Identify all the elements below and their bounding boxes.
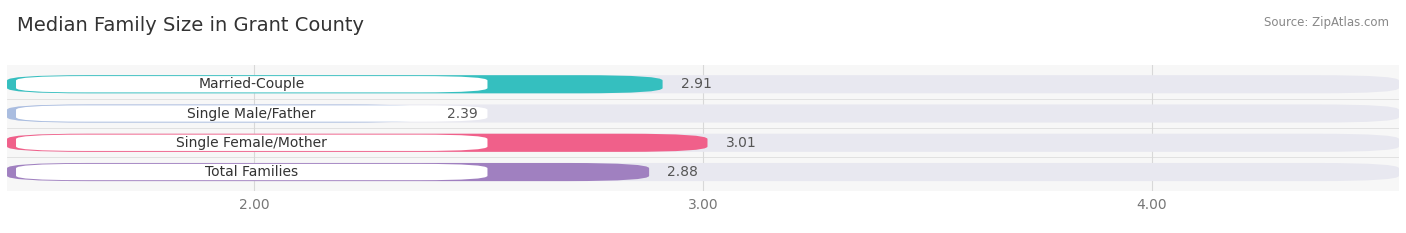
- FancyBboxPatch shape: [7, 134, 707, 152]
- FancyBboxPatch shape: [15, 105, 488, 122]
- FancyBboxPatch shape: [7, 134, 1399, 152]
- Text: Source: ZipAtlas.com: Source: ZipAtlas.com: [1264, 16, 1389, 29]
- Text: Single Female/Mother: Single Female/Mother: [176, 136, 328, 150]
- FancyBboxPatch shape: [7, 163, 650, 181]
- Text: Total Families: Total Families: [205, 165, 298, 179]
- FancyBboxPatch shape: [7, 104, 1399, 123]
- Text: Single Male/Father: Single Male/Father: [187, 106, 316, 120]
- FancyBboxPatch shape: [7, 104, 429, 123]
- Text: 2.39: 2.39: [447, 106, 478, 120]
- FancyBboxPatch shape: [15, 164, 488, 180]
- FancyBboxPatch shape: [15, 76, 488, 93]
- Text: 2.88: 2.88: [666, 165, 697, 179]
- FancyBboxPatch shape: [15, 135, 488, 151]
- Text: Median Family Size in Grant County: Median Family Size in Grant County: [17, 16, 364, 35]
- Text: 3.01: 3.01: [725, 136, 756, 150]
- FancyBboxPatch shape: [7, 163, 1399, 181]
- FancyBboxPatch shape: [7, 75, 1399, 93]
- FancyBboxPatch shape: [7, 75, 662, 93]
- Text: Married-Couple: Married-Couple: [198, 77, 305, 91]
- Text: 2.91: 2.91: [681, 77, 711, 91]
